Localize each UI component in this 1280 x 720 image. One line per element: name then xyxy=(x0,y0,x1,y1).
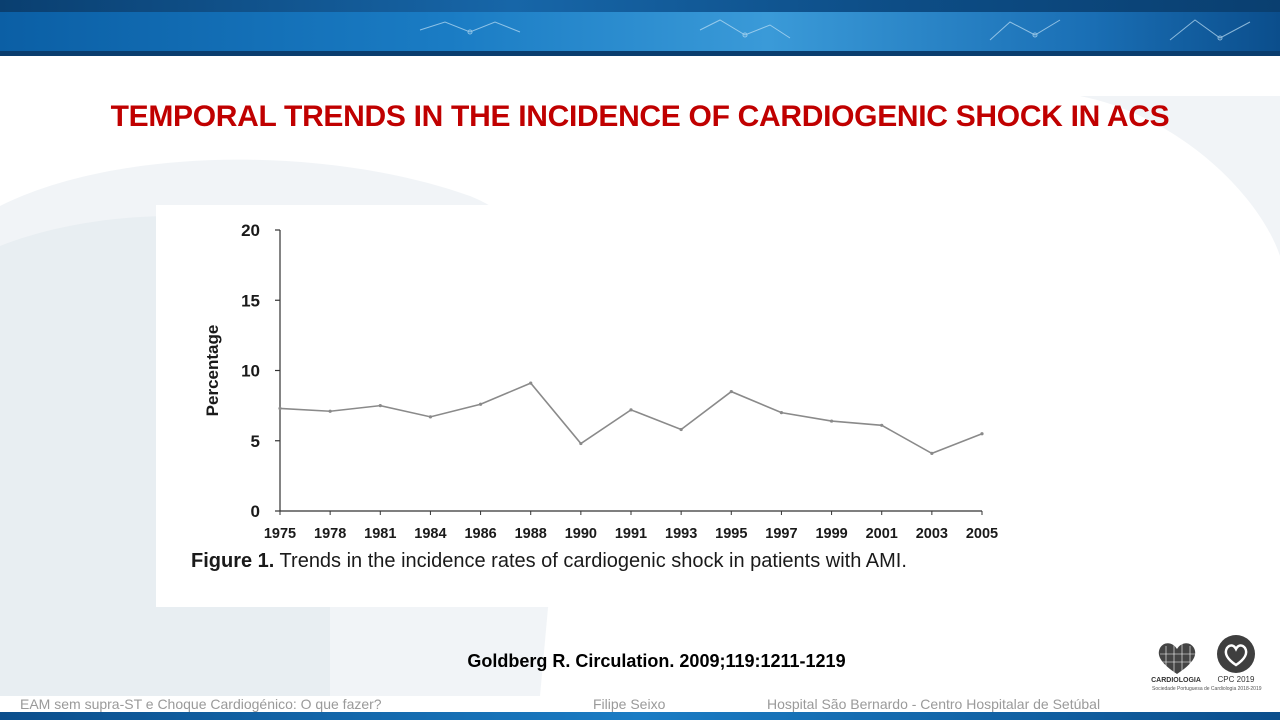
figure-panel: 0 5 10 15 20 1975 1978 1981 1984 1986 1988 1990 199… xyxy=(156,205,1030,607)
footer-talk-title: EAM sem supra-ST e Choque Cardiogénico: … xyxy=(20,696,382,712)
x-tick-label: 1995 xyxy=(715,526,747,542)
x-tick-label: 1984 xyxy=(414,526,446,542)
x-tick-label: 1999 xyxy=(815,526,847,542)
y-axis-ticks: 0 5 10 15 20 xyxy=(241,221,280,521)
figure-caption: Figure 1. Trends in the incidence rates … xyxy=(191,550,1011,573)
spc-logo-name: CARDIOLOGIA xyxy=(1151,677,1201,684)
x-tick-label: 1997 xyxy=(765,526,797,542)
spc-footnote: Sociedade Portuguesa de Cardiologia 2018… xyxy=(1152,686,1262,692)
data-point xyxy=(829,419,834,423)
x-tick-label: 1990 xyxy=(565,526,597,542)
data-point xyxy=(729,389,733,394)
data-point xyxy=(629,408,633,412)
y-tick-label: 5 xyxy=(251,432,260,451)
x-tick-label: 1978 xyxy=(314,526,346,542)
line-chart: 0 5 10 15 20 1975 1978 1981 1984 1986 1988 1990 199… xyxy=(203,221,998,542)
banner-strip xyxy=(0,51,1280,56)
citation: Goldberg R. Circulation. 2009;119:1211-1… xyxy=(467,651,846,671)
data-point xyxy=(579,441,583,446)
data-point xyxy=(428,415,433,419)
x-tick-label: 2003 xyxy=(916,526,948,542)
x-tick-label: 1975 xyxy=(264,526,296,542)
x-tick-label: 1981 xyxy=(364,526,396,542)
x-tick-label: 2005 xyxy=(966,526,998,542)
data-point xyxy=(378,404,382,408)
data-point xyxy=(980,432,984,436)
x-axis-ticks: 1975 1978 1981 1984 1986 1988 1990 1991 1993 1995… xyxy=(264,511,998,542)
spc-heart-logo xyxy=(1158,643,1196,674)
data-point xyxy=(328,409,332,413)
x-tick-label: 1991 xyxy=(615,526,647,542)
cpc-logo xyxy=(1217,635,1255,673)
y-tick-label: 0 xyxy=(251,502,260,521)
x-tick-label: 1988 xyxy=(515,526,547,542)
series-line xyxy=(279,382,983,455)
data-point xyxy=(679,427,683,432)
data-point xyxy=(478,402,483,406)
top-banner xyxy=(0,0,1280,56)
footer-presenter: Filipe Seixo xyxy=(593,696,666,712)
footer-bar xyxy=(0,712,1280,720)
y-axis-label: Percentage xyxy=(203,325,222,417)
slide-title: TEMPORAL TRENDS IN THE INCIDENCE OF CARD… xyxy=(110,100,1170,133)
x-tick-label: 1986 xyxy=(464,526,496,542)
data-point xyxy=(278,406,282,411)
molecule-decoration xyxy=(419,19,1251,41)
caption-text: Trends in the incidence rates of cardiog… xyxy=(274,550,907,572)
cpc-logo-text: CPC 2019 xyxy=(1217,675,1255,684)
series-group xyxy=(278,381,984,455)
x-tick-label: 2001 xyxy=(866,526,898,542)
x-tick-label: 1993 xyxy=(665,526,697,542)
footer-institution: Hospital São Bernardo - Centro Hospitala… xyxy=(767,696,1101,712)
data-point xyxy=(880,423,884,427)
caption-label: Figure 1. xyxy=(191,550,275,572)
y-tick-label: 15 xyxy=(241,291,260,310)
y-tick-label: 20 xyxy=(241,221,260,240)
data-point xyxy=(930,451,934,455)
data-point xyxy=(779,411,784,415)
data-point xyxy=(529,381,533,385)
y-tick-label: 10 xyxy=(241,362,260,381)
